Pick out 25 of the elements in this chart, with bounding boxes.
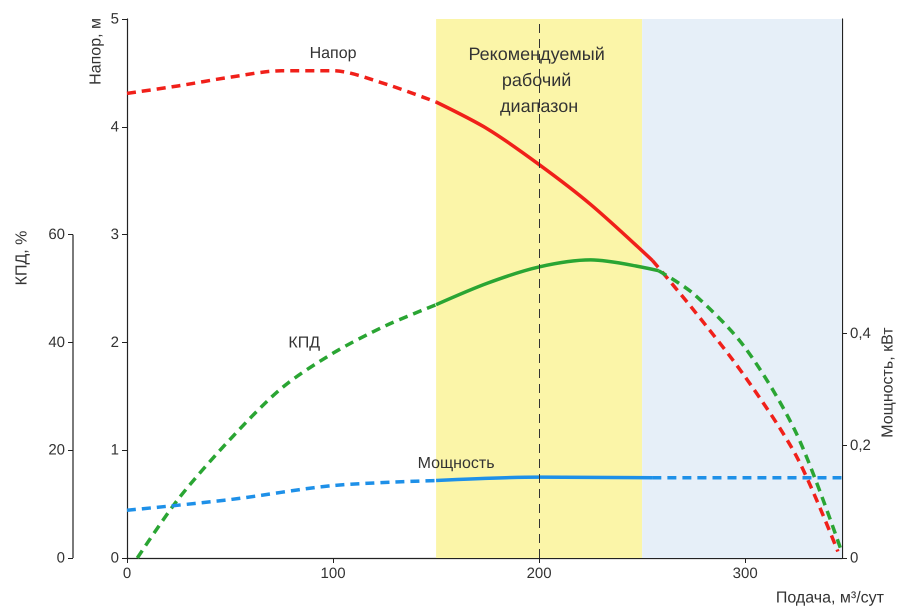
series-label: КПД — [288, 334, 320, 352]
x-tick-label: 100 — [320, 565, 346, 582]
y3-tick-label: 0 — [850, 550, 858, 566]
y3-tick-label: 0,2 — [850, 437, 871, 454]
y3-axis-title: Мощность, кВт — [880, 326, 896, 438]
y-tick-label: 1 — [110, 442, 119, 459]
y-tick-label: 5 — [110, 10, 119, 28]
y-tick-label: 4 — [110, 118, 119, 136]
x-tick-label: 200 — [526, 565, 552, 582]
y-axis-title: Напор, м — [88, 18, 104, 85]
x-tick-label: 300 — [732, 565, 758, 582]
x-tick-label: 0 — [122, 565, 132, 582]
x-axis-title: Подача, м³/сут — [776, 590, 885, 606]
series-label: Напор — [310, 45, 357, 62]
y-tick-label: 3 — [110, 226, 119, 244]
y-tick-label: 0 — [110, 550, 119, 566]
y2-axis-title: КПД, % — [14, 230, 30, 286]
y2-tick-label: 60 — [48, 226, 65, 244]
y2-tick-label: 20 — [48, 442, 65, 459]
y3-tick-label: 0,4 — [850, 324, 871, 342]
band-label: Рекомендуемый рабочий диапазон — [468, 44, 610, 116]
y2-tick-label: 40 — [48, 334, 65, 351]
y-tick-label: 2 — [110, 334, 119, 351]
y2-tick-label: 0 — [56, 550, 65, 566]
series-label: Мощность — [418, 455, 495, 472]
